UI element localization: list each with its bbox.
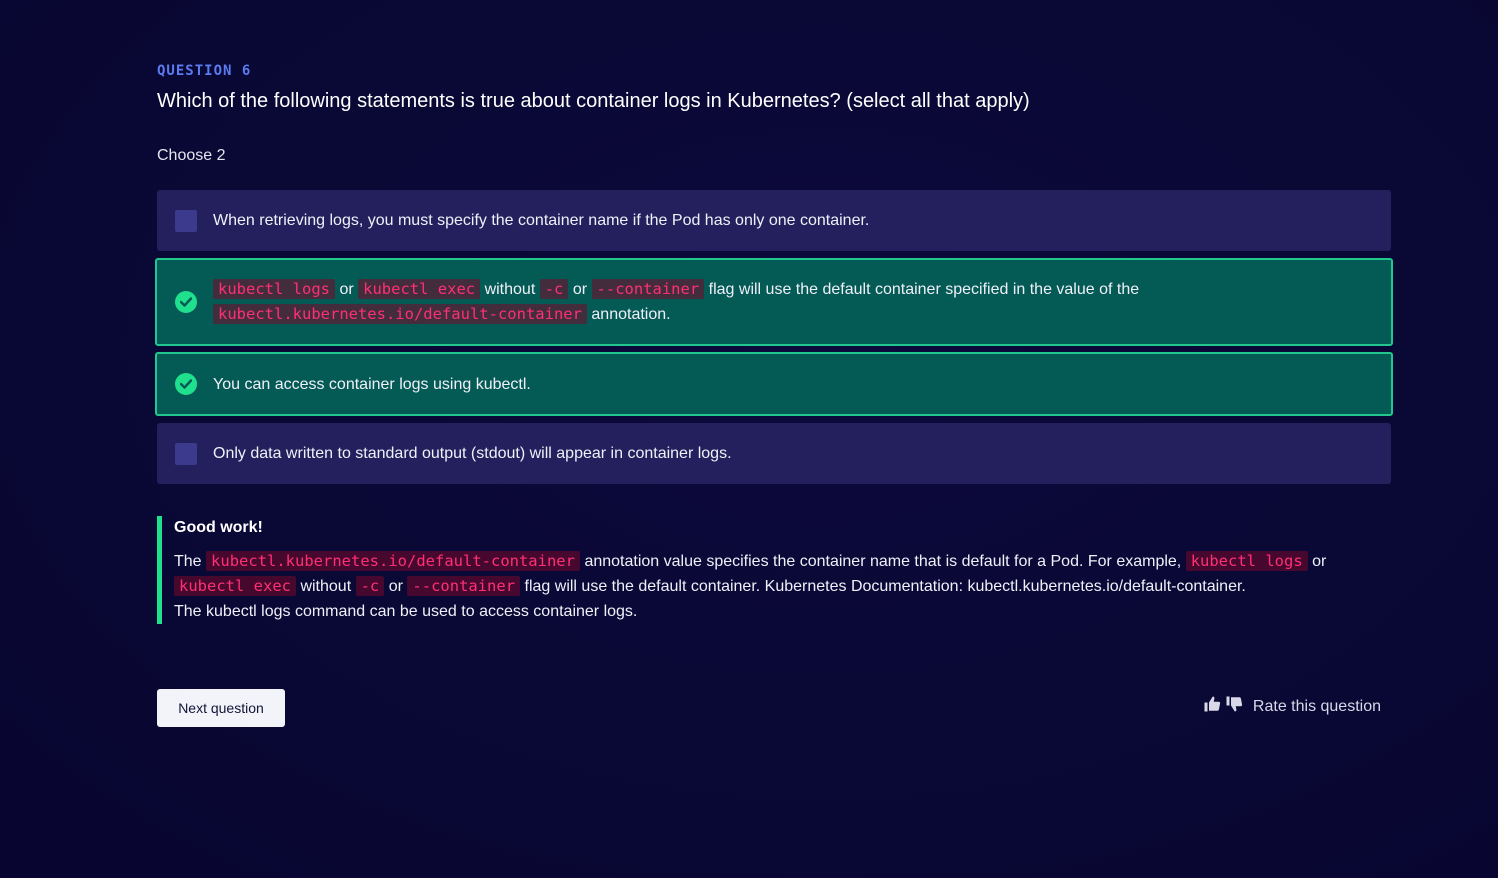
text-fragment: annotation.	[591, 306, 671, 323]
option-2-text: kubectl logs or kubectl exec without -c …	[213, 277, 1139, 327]
text-fragment: or	[388, 578, 403, 595]
next-question-button[interactable]: Next question	[157, 689, 285, 727]
code-snippet: kubectl.kubernetes.io/default-container	[206, 551, 580, 571]
thumbs-down-icon[interactable]	[1225, 695, 1243, 718]
text-fragment: without	[484, 281, 536, 298]
option-4[interactable]: Only data written to standard output (st…	[157, 423, 1391, 484]
code-snippet: kubectl exec	[358, 279, 481, 299]
text-fragment: The	[174, 553, 202, 570]
option-4-text: Only data written to standard output (st…	[213, 445, 732, 462]
checkbox-icon[interactable]	[175, 442, 197, 465]
text-fragment: or	[1312, 553, 1327, 570]
code-snippet: kubectl logs	[213, 279, 335, 299]
text-fragment: without	[300, 578, 352, 595]
code-snippet: -c	[355, 576, 385, 596]
feedback-explanation: The kubectl.kubernetes.io/default-contai…	[174, 549, 1391, 599]
feedback-line-2: The kubectl logs command can be used to …	[174, 603, 638, 620]
code-snippet: kubectl exec	[174, 576, 296, 596]
code-snippet: --container	[591, 279, 705, 299]
thumbs-up-icon[interactable]	[1203, 695, 1221, 718]
checkbox-icon[interactable]	[175, 209, 197, 232]
option-2[interactable]: kubectl logs or kubectl exec without -c …	[155, 258, 1393, 346]
text-fragment: annotation value specifies the container…	[584, 553, 1182, 570]
question-number: QUESTION 6	[157, 63, 252, 79]
option-3[interactable]: You can access container logs using kube…	[155, 352, 1393, 416]
code-snippet: kubectl logs	[1185, 551, 1308, 571]
code-snippet: -c	[539, 279, 569, 299]
option-3-text: You can access container logs using kube…	[213, 375, 531, 393]
check-circle-icon[interactable]	[175, 291, 197, 313]
option-1[interactable]: When retrieving logs, you must specify t…	[157, 190, 1391, 251]
feedback-heading: Good work!	[174, 519, 263, 536]
code-snippet: --container	[407, 576, 521, 596]
text-fragment: flag will use the default container. Kub…	[524, 578, 1246, 595]
text-fragment: flag will use the default container spec…	[708, 281, 1140, 298]
text-fragment: or	[339, 281, 354, 298]
question-text: Which of the following statements is tru…	[157, 90, 1030, 112]
rate-question: Rate this question	[1203, 695, 1381, 718]
choose-instruction: Choose 2	[157, 147, 226, 164]
check-circle-icon[interactable]	[175, 373, 197, 395]
code-snippet: kubectl.kubernetes.io/default-container	[213, 304, 587, 324]
feedback-panel: Good work! The kubectl.kubernetes.io/def…	[157, 516, 1391, 624]
text-fragment: or	[572, 281, 588, 298]
option-1-text: When retrieving logs, you must specify t…	[213, 212, 870, 229]
rate-label[interactable]: Rate this question	[1252, 697, 1381, 715]
